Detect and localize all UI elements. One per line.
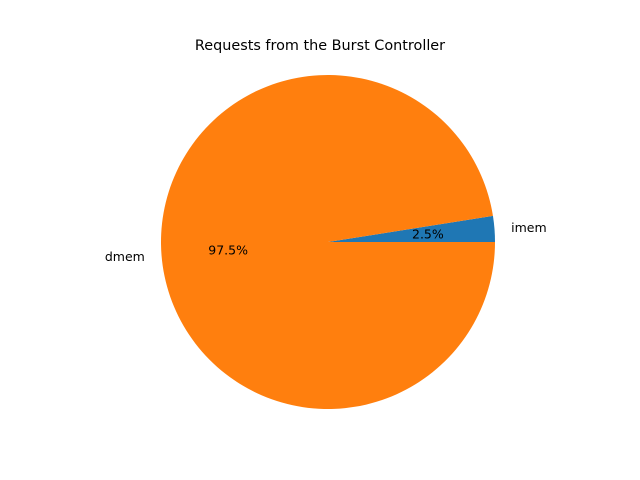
pie-slices: [161, 74, 496, 409]
pie-labels: imem 2.5% dmem 97.5%: [105, 220, 547, 264]
slice-label-dmem: dmem: [105, 249, 145, 264]
slice-percent-imem: 2.5%: [412, 227, 444, 242]
pie-slice-dmem: [161, 74, 496, 409]
slice-label-imem: imem: [511, 220, 547, 235]
slice-percent-dmem: 97.5%: [208, 242, 248, 257]
pie-slice-imem: [328, 215, 495, 242]
chart-title: Requests from the Burst Controller: [195, 38, 445, 54]
